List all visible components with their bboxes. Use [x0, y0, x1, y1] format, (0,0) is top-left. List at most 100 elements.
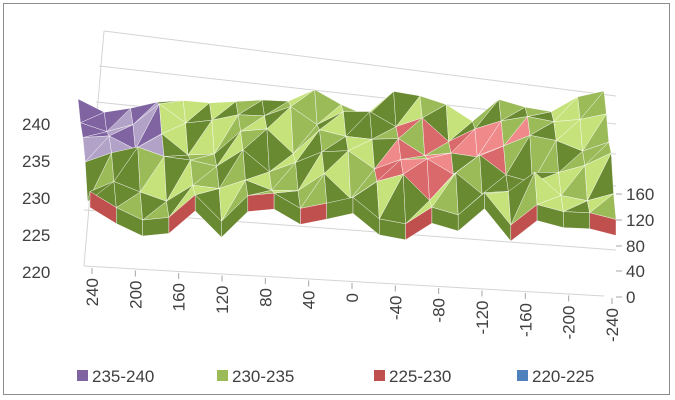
surface-facet	[347, 150, 375, 200]
x-tick-label: 40	[300, 291, 319, 310]
surface-facet	[185, 119, 213, 156]
surface-facet	[577, 90, 605, 120]
surface-facet	[582, 141, 609, 166]
surface-facet	[80, 122, 108, 138]
surface-side	[589, 212, 617, 236]
surface-facet	[398, 138, 426, 160]
surface-facet	[295, 151, 323, 192]
surface-facet	[503, 134, 531, 176]
surface-facet	[156, 100, 184, 105]
surface-facet	[371, 138, 399, 170]
surface-facet	[240, 128, 268, 151]
surface-facet	[245, 179, 273, 196]
surface-facet	[139, 191, 167, 221]
surface-facet	[166, 185, 193, 218]
x-tick-label: 240	[83, 278, 102, 306]
surface-facet	[551, 96, 578, 123]
surface-facet	[555, 140, 583, 173]
legend-swatch	[217, 370, 228, 381]
surface-facet	[400, 158, 428, 175]
surface-facet	[130, 101, 158, 126]
surface-side	[563, 211, 590, 229]
surface-facet	[159, 103, 186, 135]
surface-facet	[106, 124, 134, 137]
z-tick-label: 235	[22, 152, 50, 171]
x-tick-label: -160	[516, 303, 535, 337]
z-tick-label: 230	[22, 189, 50, 208]
x-tick-label: -40	[386, 296, 405, 321]
surface-facet	[376, 173, 404, 220]
x-tick-label: 0	[343, 293, 362, 302]
surface-facet	[209, 101, 237, 121]
surface-facet	[290, 106, 318, 155]
surface-facet	[474, 120, 502, 158]
axes: 240 235 230 225 220 160 120 80 40 0 240 200 160 120 80…	[22, 115, 654, 342]
surface-facet	[508, 171, 536, 226]
surface-facet	[235, 99, 263, 116]
surface-facet	[104, 107, 132, 133]
surface-facet	[553, 119, 581, 141]
surface-facet	[214, 131, 241, 167]
surface-facet	[237, 114, 266, 132]
depth-tick-label: 160	[626, 185, 654, 204]
surface-facet	[426, 158, 454, 201]
surface-facet	[82, 135, 110, 163]
surface-facet	[584, 152, 612, 202]
x-tick-label: 80	[256, 288, 275, 307]
surface-facet	[163, 156, 191, 202]
legend-label: 225-230	[389, 367, 451, 386]
surface-facet	[369, 111, 397, 140]
gridline	[83, 265, 605, 297]
surface-facet	[211, 114, 239, 155]
surface-facet	[587, 193, 614, 214]
surface-facet	[84, 152, 112, 203]
surface-facet	[182, 100, 210, 124]
surface-facet	[453, 154, 480, 175]
depth-tick-label: 40	[626, 262, 645, 281]
surface-facet	[429, 172, 456, 208]
surface-facet	[448, 128, 476, 154]
x-tick-label: -80	[430, 298, 449, 323]
surface-facet	[560, 195, 588, 212]
surface-facet	[266, 128, 294, 173]
surface-facet	[297, 173, 325, 209]
legend-label: 230-235	[232, 367, 294, 386]
surface-facet	[343, 111, 371, 137]
x-tick-label: 120	[213, 286, 232, 314]
surface-facet	[402, 173, 430, 225]
surface-facet	[269, 162, 297, 191]
depth-tick-label: 0	[626, 288, 635, 307]
surface-facet	[137, 146, 165, 193]
surface-facet	[132, 103, 160, 151]
surface-facet	[218, 179, 246, 222]
surface-facet	[319, 129, 347, 153]
depth-tick-label: 120	[626, 211, 654, 230]
legend-label: 235-240	[92, 367, 154, 386]
surface-facet	[292, 129, 320, 163]
surface-facet	[216, 149, 244, 190]
surface-facet	[113, 181, 141, 208]
surface-facet	[395, 117, 423, 139]
z-tick-label: 240	[22, 115, 50, 134]
legend-swatch	[77, 370, 88, 381]
surface-facet	[534, 171, 562, 205]
surface-facet	[498, 99, 526, 122]
surface-facet	[374, 159, 401, 182]
surface-facet	[500, 116, 528, 147]
surface-facet	[419, 95, 447, 119]
surface-facet	[314, 89, 342, 125]
surface-facet	[242, 149, 270, 181]
surface-side	[142, 217, 170, 237]
surface-facet	[187, 153, 215, 161]
chart-surface-plot: 240 235 230 225 220 160 120 80 40 0 240 200 160 120 80…	[22, 30, 654, 386]
surface-facet	[527, 116, 555, 136]
depth-tick-label: 80	[626, 237, 645, 256]
x-tick-label: 160	[170, 283, 189, 311]
surface-facet	[422, 117, 449, 156]
surface-mesh	[77, 89, 617, 242]
legend-swatch	[374, 370, 385, 381]
surface-facet	[529, 135, 557, 184]
surface-facet	[472, 99, 499, 130]
surface-facet	[479, 154, 507, 195]
x-tick-label: -240	[603, 308, 622, 342]
